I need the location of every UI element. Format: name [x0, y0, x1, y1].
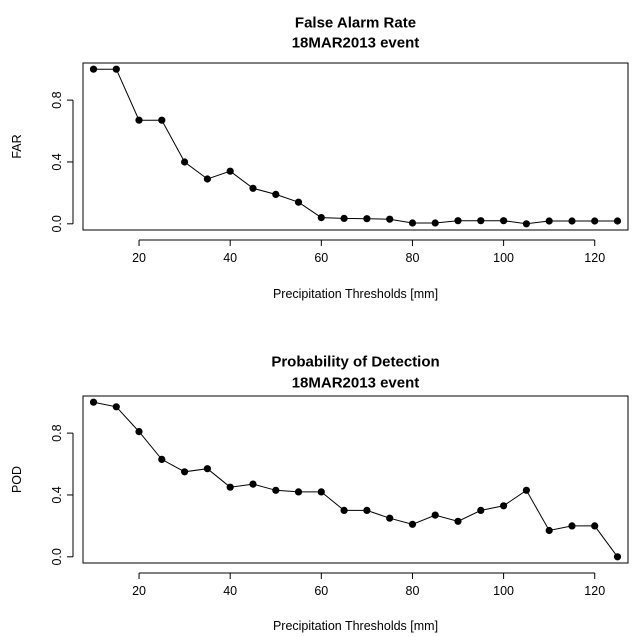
data-point [477, 506, 485, 514]
x-tick-label: 80 [406, 584, 420, 598]
y-tick-label: 0.8 [50, 424, 64, 441]
x-tick-label: 20 [132, 584, 146, 598]
data-point [181, 158, 189, 166]
chart-subtitle: 18MAR2013 event [292, 374, 420, 391]
x-tick-label: 40 [223, 584, 237, 598]
data-point [408, 520, 417, 528]
x-tick-label: 100 [493, 584, 514, 598]
x-tick-label: 60 [314, 251, 328, 265]
y-tick-label: 0.4 [50, 486, 64, 503]
data-point [135, 428, 143, 436]
y-axis-label: POD [10, 466, 24, 493]
data-point [226, 483, 234, 491]
data-point [591, 217, 599, 225]
data-point [226, 167, 234, 175]
data-point [477, 217, 485, 225]
data-point [158, 455, 166, 463]
x-tick-label: 120 [584, 584, 605, 598]
x-tick-label: 60 [314, 584, 328, 598]
y-tick-label: 0.8 [50, 91, 64, 108]
y-axis-label: FAR [10, 134, 24, 158]
x-axis-label: Precipitation Thresholds [mm] [273, 619, 438, 633]
data-point [408, 219, 417, 227]
data-point [272, 190, 280, 198]
data-point [363, 506, 371, 514]
x-tick-label: 80 [406, 251, 420, 265]
data-point [89, 398, 98, 406]
data-point [386, 514, 394, 522]
data-point [181, 468, 189, 476]
data-point [112, 65, 120, 73]
data-point [158, 116, 166, 124]
plot-frame [82, 62, 629, 231]
data-point [568, 522, 576, 530]
data-point [363, 215, 371, 223]
x-tick-label: 20 [132, 251, 146, 265]
data-point [522, 486, 531, 494]
data-point [112, 403, 120, 411]
data-point [249, 480, 257, 488]
x-tick-label: 100 [493, 251, 514, 265]
data-point [294, 198, 303, 206]
data-point [431, 219, 439, 227]
data-point [317, 488, 325, 496]
x-tick-label: 120 [584, 251, 605, 265]
x-axis-label: Precipitation Thresholds [mm] [273, 287, 438, 301]
data-point [613, 553, 622, 561]
data-point [613, 217, 622, 225]
data-point [568, 217, 576, 225]
y-tick-label: 0.0 [50, 548, 64, 565]
data-point [135, 116, 143, 124]
data-point [89, 65, 98, 73]
data-point [249, 184, 257, 192]
series-line [93, 68, 618, 225]
data-point [454, 517, 462, 525]
data-point [500, 502, 508, 510]
data-point [431, 511, 439, 519]
y-tick-label: 0.4 [50, 153, 64, 170]
data-point [454, 217, 462, 225]
data-point [317, 214, 325, 222]
data-point [340, 214, 348, 222]
data-point [545, 526, 553, 535]
series-line [93, 401, 618, 558]
plot-frame [82, 395, 629, 564]
chart-title: False Alarm Rate [295, 14, 416, 31]
data-point [203, 175, 211, 183]
data-point [522, 220, 531, 228]
data-point [591, 522, 599, 530]
chart-title: Probability of Detection [271, 353, 439, 370]
data-point [203, 465, 211, 473]
data-point [386, 215, 394, 223]
data-point [340, 506, 348, 514]
chart-subtitle: 18MAR2013 event [292, 34, 420, 51]
y-tick-label: 0.0 [50, 215, 64, 232]
data-point [294, 488, 303, 496]
data-point [272, 486, 280, 494]
data-point [545, 217, 553, 225]
x-tick-label: 40 [223, 251, 237, 265]
data-point [500, 217, 508, 225]
